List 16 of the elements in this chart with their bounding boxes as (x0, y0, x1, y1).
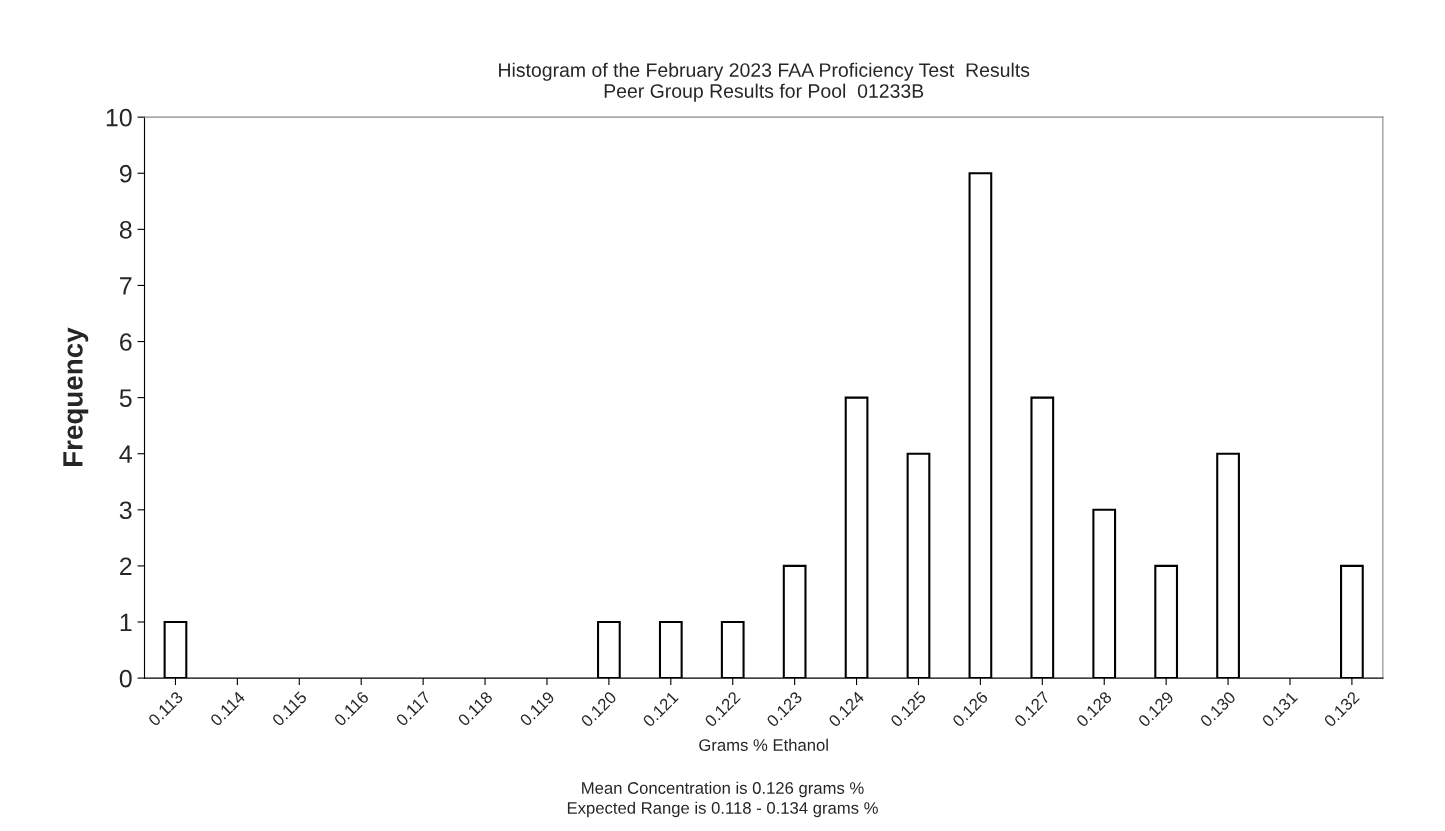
y-tick-label: 7 (120, 277, 132, 295)
y-tick-label: 8 (119, 220, 132, 239)
text: Expected Range is 0.118 - 0.134 grams % (567, 801, 878, 818)
y-tick-label: 5 (119, 389, 132, 407)
x-axis-title: Grams % Ethanol (699, 738, 828, 751)
y-tick-label: 10 (106, 108, 132, 127)
y-tick-label: 4 (119, 445, 132, 463)
text: Mean Concentration is 0.126 grams % (582, 781, 864, 798)
y-tick-label: 9 (119, 164, 132, 183)
y-tick-label: 0 (119, 669, 132, 688)
y-tick-label: 2 (120, 557, 132, 575)
y-axis-title: Frequency (63, 327, 89, 467)
chart-title: Histogram of the February 2023 FAA Proficiency Test Results Peer Group Results for Pool 01233B (499, 62, 1030, 102)
y-tick-label: 6 (120, 333, 132, 351)
y-tick-label: 3 (119, 501, 132, 520)
y-tick-label: 1 (120, 613, 132, 632)
